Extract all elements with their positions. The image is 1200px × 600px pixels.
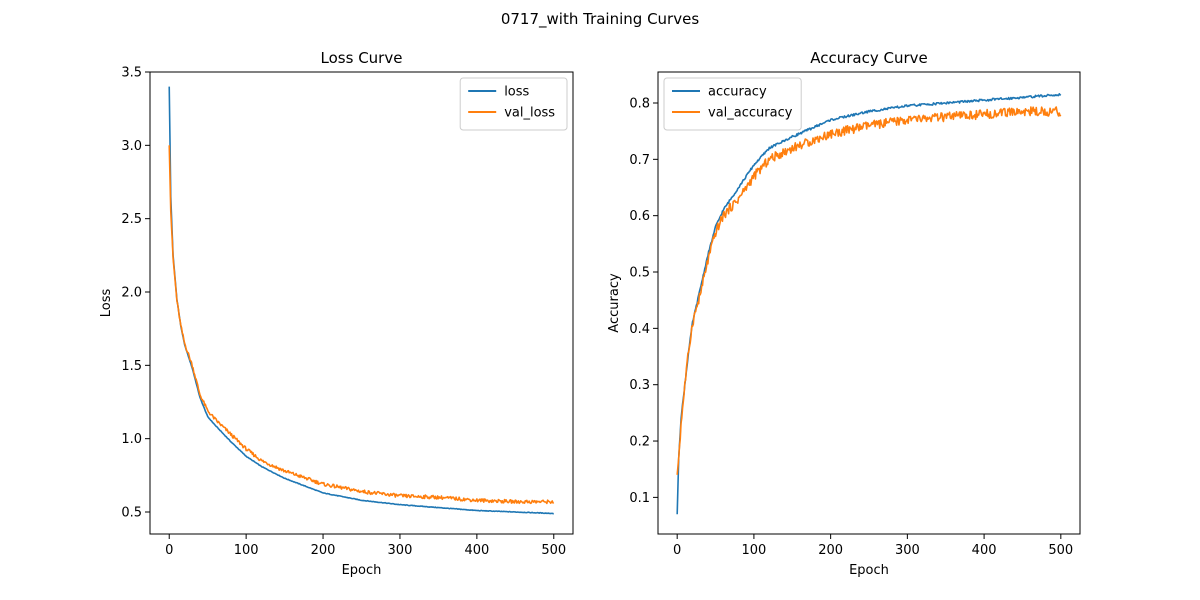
y-tick-label: 3.0 xyxy=(121,139,142,154)
accuracy-y-axis-label: Accuracy xyxy=(607,273,622,333)
accuracy-subplot-title: Accuracy Curve xyxy=(810,49,928,67)
loss-legend: loss val_loss xyxy=(459,77,568,131)
series-line-val-loss xyxy=(168,145,555,505)
loss-y-axis-label: Loss xyxy=(99,289,114,318)
legend-label-accuracy: accuracy xyxy=(708,85,767,100)
accuracy-plot-area xyxy=(658,72,1080,534)
y-tick-label: 0.3 xyxy=(629,378,650,393)
accuracy-series-lines xyxy=(676,92,1062,515)
legend-label-val-accuracy: val_accuracy xyxy=(708,106,793,121)
loss-subplot-title: Loss Curve xyxy=(321,49,403,67)
x-tick-label: 100 xyxy=(234,543,259,558)
x-tick-label: 300 xyxy=(895,543,920,558)
x-tick-label: 200 xyxy=(311,543,336,558)
accuracy-axes-frame xyxy=(657,71,1081,535)
accuracy-legend: accuracy val_accuracy xyxy=(663,77,802,131)
y-tick-label: 0.7 xyxy=(629,153,650,168)
accuracy-ticks: 0 100 200 300 400 500 0.1 0.2 0.3 0.4 0.5 0.6 0.7 0.8 xyxy=(629,96,1073,558)
y-tick-label: 2.0 xyxy=(121,286,142,301)
x-tick-label: 400 xyxy=(464,543,489,558)
loss-ticks: 0 100 200 300 400 500 0.5 1.0 1.5 2.0 2.5 3.0 3.5 xyxy=(121,66,566,559)
y-tick-label: 0.4 xyxy=(629,322,650,337)
series-line-loss xyxy=(168,86,554,515)
series-line-accuracy xyxy=(676,92,1062,515)
x-tick-label: 0 xyxy=(165,543,173,558)
x-tick-label: 300 xyxy=(388,543,413,558)
y-tick-label: 2.5 xyxy=(121,212,142,227)
loss-axes-frame xyxy=(149,71,574,535)
accuracy-x-axis-label: Epoch xyxy=(849,563,889,578)
x-tick-label: 400 xyxy=(972,543,997,558)
y-tick-label: 0.6 xyxy=(629,209,650,224)
y-tick-label: 3.5 xyxy=(121,66,142,81)
loss-plot-area xyxy=(150,72,573,534)
y-tick-label: 0.5 xyxy=(121,506,142,521)
x-tick-label: 100 xyxy=(741,543,766,558)
axes-border xyxy=(657,71,1081,535)
y-tick-label: 1.5 xyxy=(121,359,142,374)
y-tick-label: 0.2 xyxy=(629,435,650,450)
x-tick-label: 0 xyxy=(673,543,681,558)
loss-x-axis-label: Epoch xyxy=(342,563,382,578)
legend-label-val-loss: val_loss xyxy=(504,106,555,121)
axes-border xyxy=(149,71,574,535)
y-tick-label: 1.0 xyxy=(121,432,142,447)
y-tick-label: 0.5 xyxy=(629,266,650,281)
x-tick-label: 500 xyxy=(1048,543,1073,558)
x-tick-label: 500 xyxy=(541,543,566,558)
series-line-val-accuracy xyxy=(676,106,1062,475)
y-tick-label: 0.1 xyxy=(629,491,650,506)
accuracy-subplot: 0 100 200 300 400 500 0.1 0.2 0.3 0.4 0.5 0.6 0.7 0.8… xyxy=(607,49,1081,578)
y-tick-label: 0.8 xyxy=(629,96,650,111)
legend-label-loss: loss xyxy=(504,85,529,100)
loss-subplot: 0 100 200 300 400 500 0.5 1.0 1.5 2.0 2.5 3.0 3.5 Lo… xyxy=(99,49,574,578)
loss-series-lines xyxy=(168,86,555,515)
x-tick-label: 200 xyxy=(818,543,843,558)
figure-suptitle: 0717_with Training Curves xyxy=(501,10,699,29)
